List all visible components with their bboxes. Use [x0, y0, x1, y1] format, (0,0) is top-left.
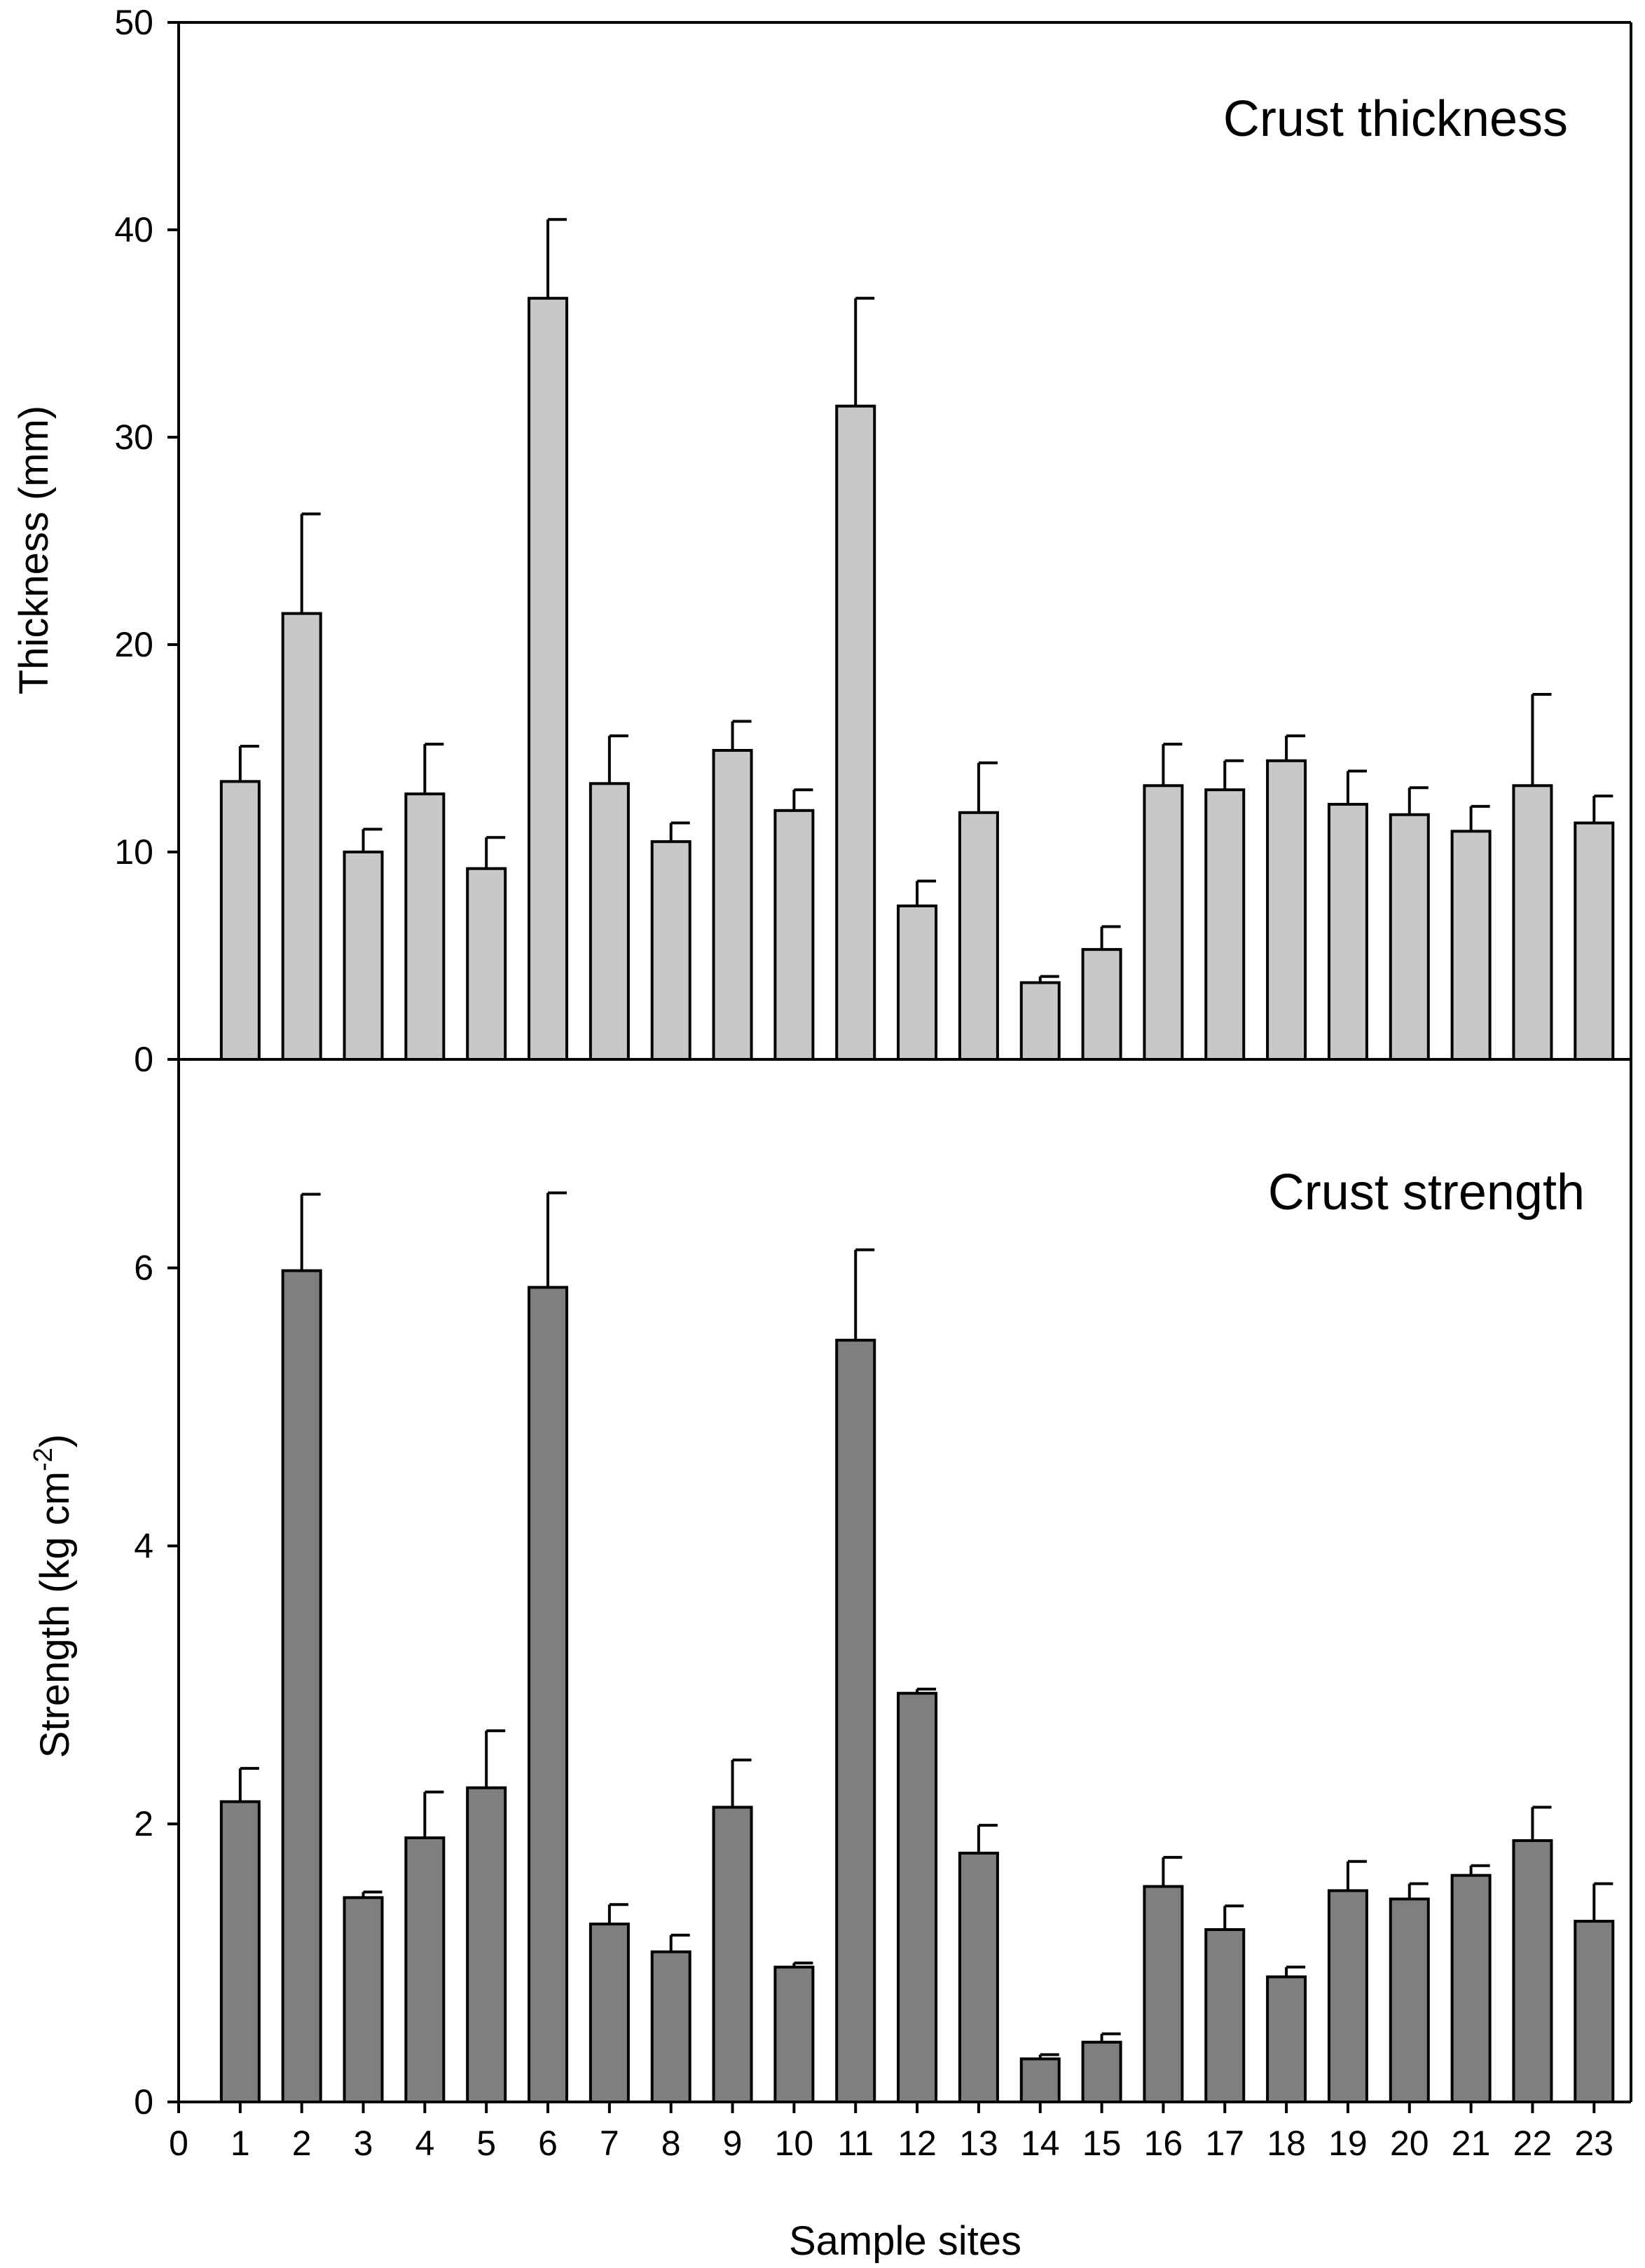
strength-bar-site-21 — [1450, 1874, 1492, 2103]
thickness-bar-site-7 — [589, 782, 630, 1061]
x-tick-label: 15 — [1082, 2124, 1122, 2163]
thickness-bar-site-17 — [1204, 788, 1246, 1061]
strength-y-tick-label: 2 — [134, 1804, 153, 1843]
thickness-bar-site-18 — [1266, 759, 1307, 1061]
x-tick-label: 21 — [1452, 2124, 1491, 2163]
strength-bar-site-8 — [650, 1950, 691, 2104]
strength-bar-site-17 — [1204, 1927, 1246, 2103]
strength-bar-site-18 — [1266, 1975, 1307, 2103]
thickness-y-axis-title: Thickness (mm) — [11, 406, 57, 694]
x-tick-label: 9 — [723, 2124, 743, 2163]
x-tick-label: 8 — [661, 2124, 681, 2163]
thickness-bar-site-5 — [466, 867, 507, 1061]
thickness-bar-site-10 — [773, 809, 815, 1061]
strength-bar-site-1 — [219, 1800, 261, 2104]
thickness-bar-site-22 — [1512, 784, 1553, 1061]
x-tick-label: 7 — [600, 2124, 619, 2163]
strength-bar-site-20 — [1389, 1897, 1430, 2103]
x-tick-label: 6 — [538, 2124, 558, 2163]
x-tick-label: 3 — [354, 2124, 373, 2163]
strength-bar-site-19 — [1327, 1889, 1368, 2103]
thickness-bar-site-12 — [897, 904, 938, 1061]
thickness-y-tick-label: 50 — [114, 3, 153, 42]
x-axis: 0 1 2 3 4 5 6 7 8 9 10 11 12 13 14 15 16 17 18 19 20 21 22 23 — [169, 2102, 1613, 2163]
thickness-bar-site-15 — [1081, 948, 1122, 1061]
x-tick-label: 1 — [230, 2124, 250, 2163]
thickness-bar-site-14 — [1019, 981, 1061, 1061]
strength-y-tick-label: 0 — [134, 2082, 153, 2122]
thickness-y-tick-label: 10 — [114, 832, 153, 872]
thickness-bar-site-4 — [404, 792, 446, 1061]
strength-bar-site-6 — [528, 1286, 569, 2103]
strength-panel: Crust strength Strength (kg cm-2) 0 2 4 6 — [29, 1059, 1632, 2122]
strength-y-tick-label: 4 — [134, 1526, 153, 1565]
strength-bar-site-2 — [281, 1269, 322, 2103]
strength-bar-site-16 — [1143, 1885, 1184, 2103]
strength-y-axis-title-superscript: -2 — [29, 1448, 58, 1471]
x-tick-label: 5 — [476, 2124, 496, 2163]
strength-y-tick-label: 6 — [134, 1249, 153, 1288]
strength-bar-site-22 — [1512, 1839, 1553, 2104]
strength-y-axis-title-main: Strength (kg cm — [32, 1471, 78, 1758]
thickness-bar-site-23 — [1574, 821, 1615, 1061]
strength-bar-site-14 — [1019, 2057, 1061, 2104]
x-tick-label: 12 — [897, 2124, 937, 2163]
thickness-bar-site-3 — [343, 851, 384, 1061]
thickness-bar-site-20 — [1389, 813, 1430, 1061]
strength-bar-site-11 — [835, 1338, 876, 2103]
x-tick-label: 10 — [775, 2124, 814, 2163]
strength-bar-site-12 — [897, 1691, 938, 2104]
thickness-bar-site-19 — [1327, 802, 1368, 1061]
thickness-y-tick-label: 0 — [134, 1040, 153, 1079]
x-tick-label: 22 — [1513, 2124, 1553, 2163]
thickness-bar-site-21 — [1450, 830, 1492, 1061]
x-tick-label: 2 — [292, 2124, 312, 2163]
x-tick-label: 20 — [1390, 2124, 1429, 2163]
strength-bar-site-10 — [773, 1965, 815, 2103]
strength-bar-site-4 — [404, 1836, 446, 2104]
thickness-y-tick-label: 20 — [114, 625, 153, 664]
x-tick-label: 17 — [1205, 2124, 1244, 2163]
x-tick-label: 0 — [169, 2124, 188, 2163]
thickness-bar-site-13 — [958, 811, 999, 1061]
strength-bar-site-13 — [958, 1851, 999, 2103]
thickness-bar-site-2 — [281, 612, 322, 1061]
x-tick-label: 19 — [1328, 2124, 1368, 2163]
strength-panel-title: Crust strength — [1268, 1164, 1585, 1221]
strength-bar-site-15 — [1081, 2040, 1122, 2103]
x-tick-label: 4 — [415, 2124, 434, 2163]
thickness-panel-title: Crust thickness — [1223, 91, 1568, 147]
x-axis-title: Sample sites — [789, 2218, 1021, 2264]
strength-y-axis-title: Strength (kg cm-2) — [29, 1434, 78, 1759]
strength-bar-site-9 — [712, 1806, 753, 2104]
strength-bar-site-7 — [589, 1923, 630, 2104]
x-tick-label: 13 — [959, 2124, 998, 2163]
thickness-bar-site-8 — [650, 840, 691, 1061]
x-tick-label: 11 — [837, 2124, 874, 2163]
strength-y-axis-title-close: ) — [32, 1434, 78, 1448]
strength-bar-site-5 — [466, 1786, 507, 2103]
thickness-bar-site-16 — [1143, 784, 1184, 1061]
thickness-bar-site-11 — [835, 404, 876, 1061]
x-tick-label: 18 — [1267, 2124, 1306, 2163]
thickness-panel: Crust thickness Thickness (mm) 0 10 20 30 40… — [11, 3, 1632, 1079]
strength-bar-site-3 — [343, 1896, 384, 2104]
x-tick-label: 14 — [1021, 2124, 1060, 2163]
x-tick-label: 16 — [1144, 2124, 1183, 2163]
thickness-y-tick-label: 30 — [114, 418, 153, 457]
thickness-bar-site-9 — [712, 748, 753, 1061]
thickness-bar-site-6 — [528, 296, 569, 1061]
thickness-y-tick-label: 40 — [114, 210, 153, 249]
thickness-bar-site-1 — [219, 780, 261, 1061]
x-tick-label: 23 — [1574, 2124, 1613, 2163]
strength-bar-site-23 — [1574, 1920, 1615, 2104]
